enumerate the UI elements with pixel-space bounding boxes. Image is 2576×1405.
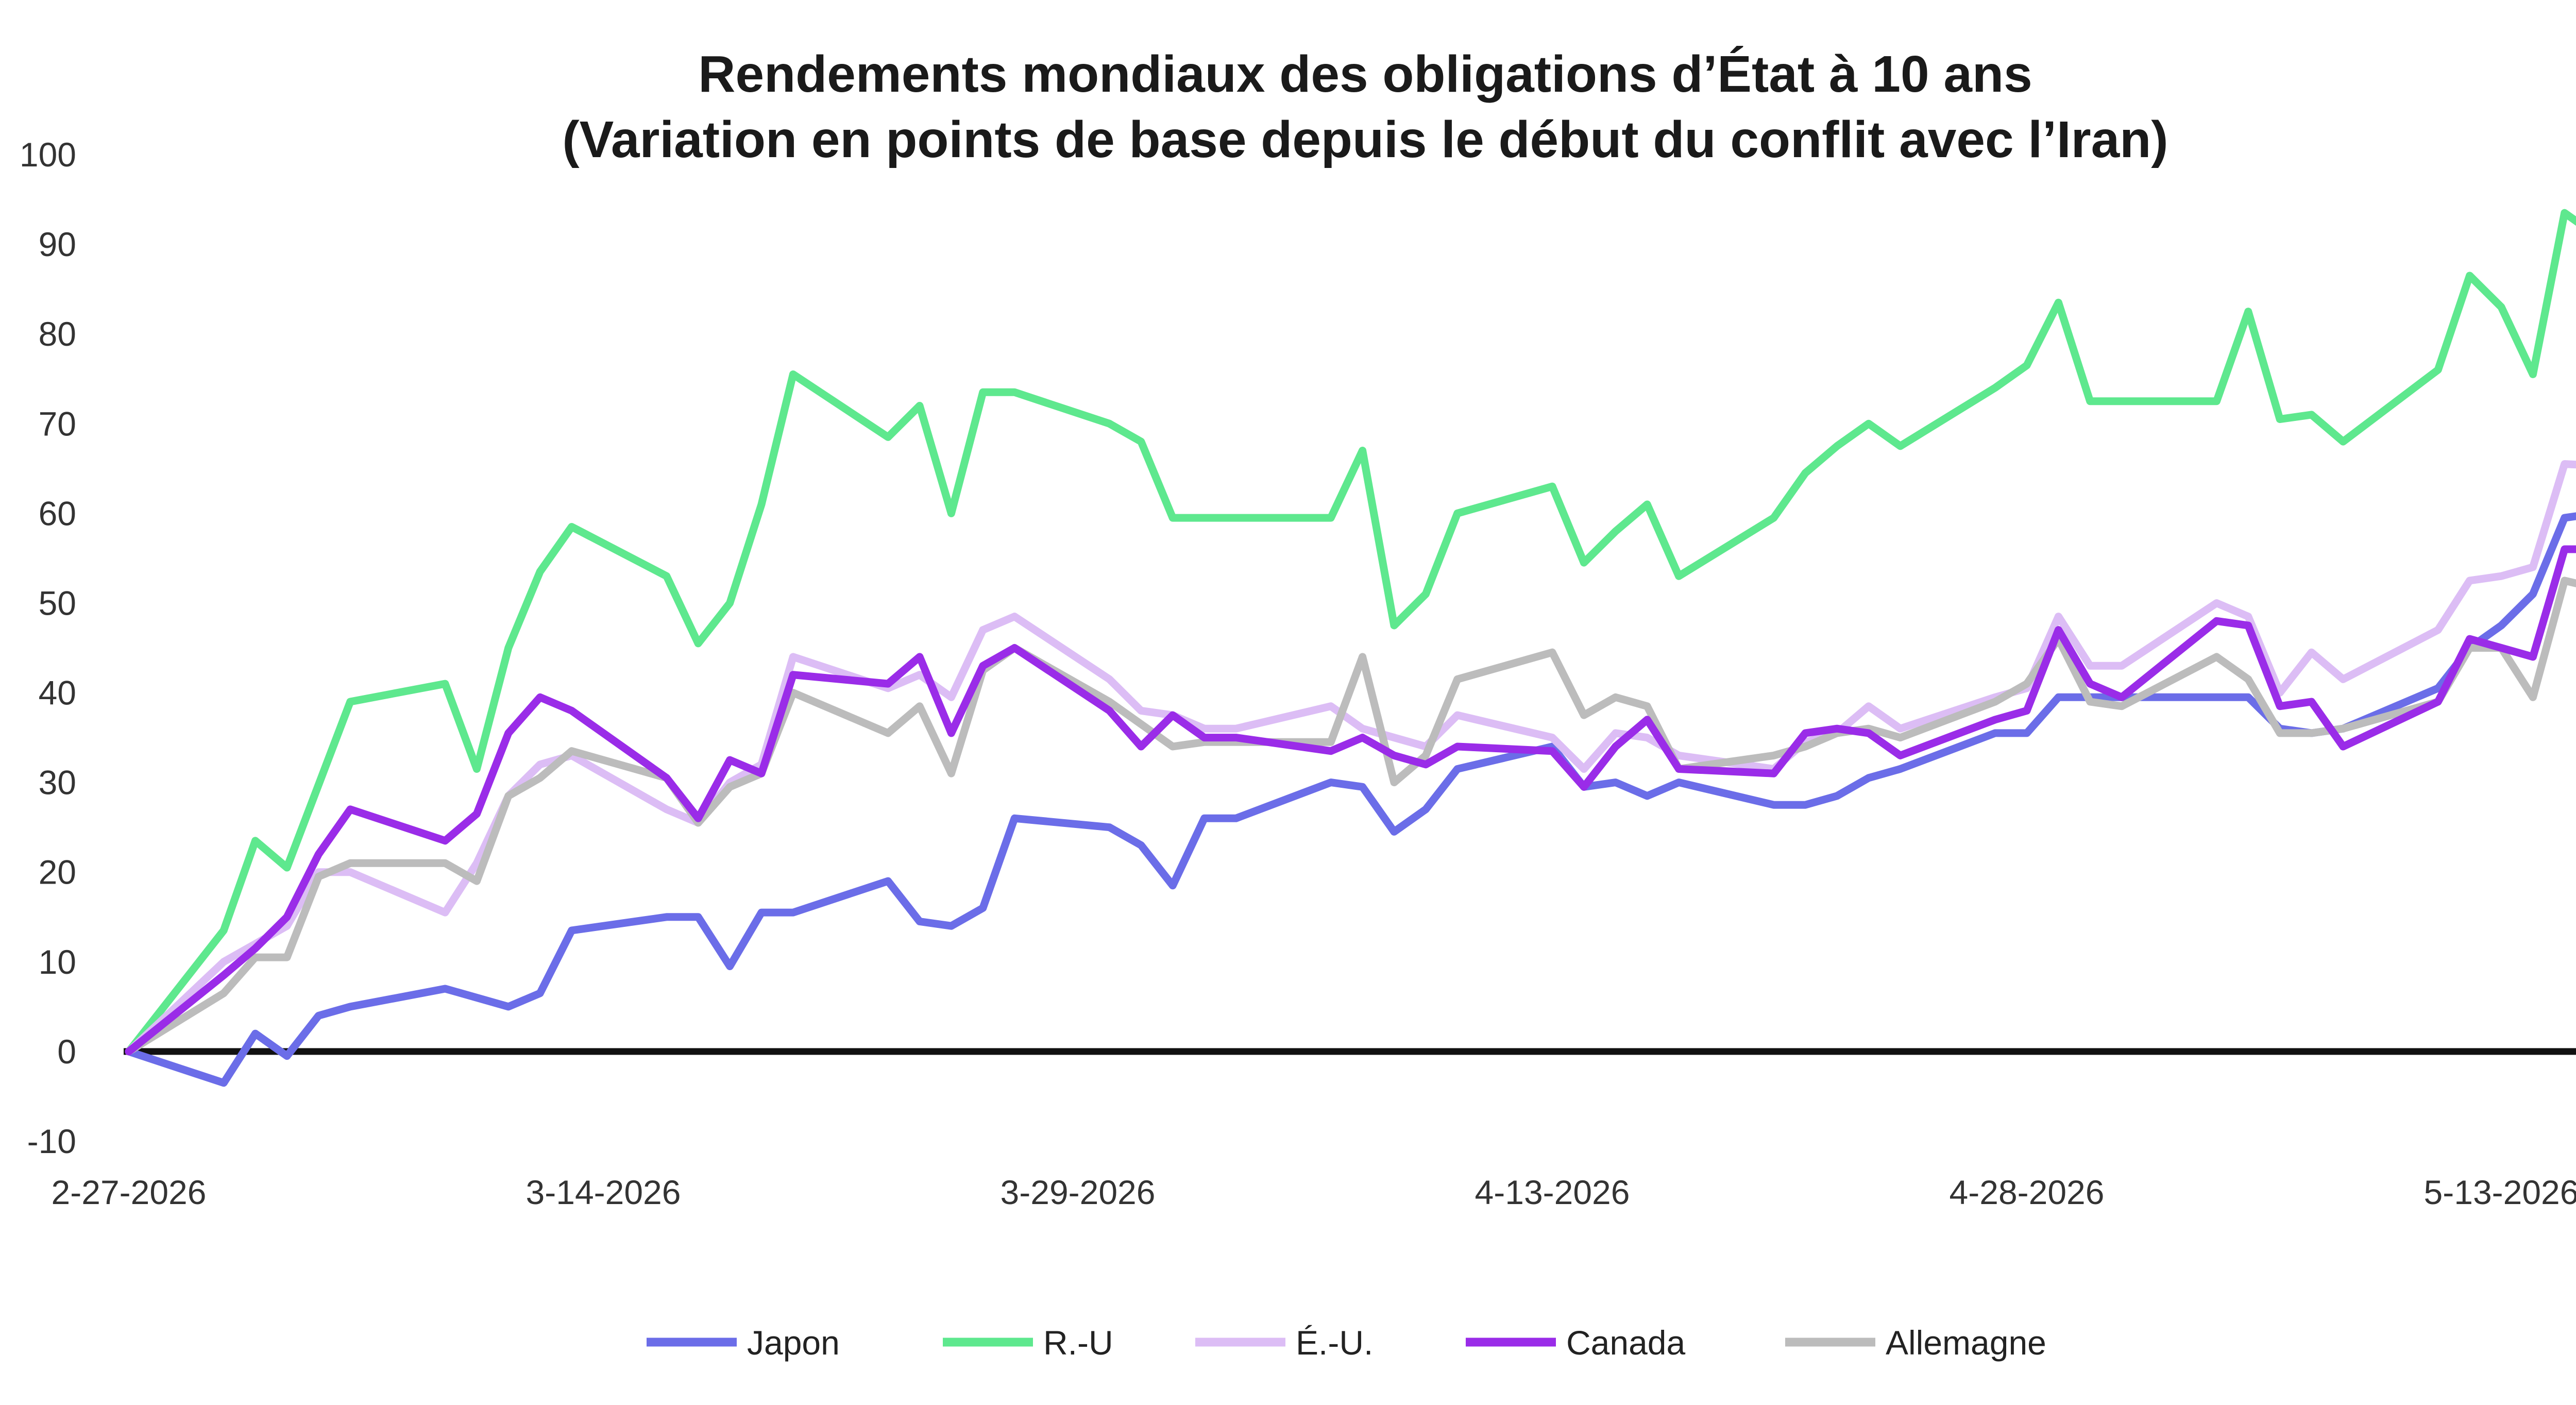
x-tick-label: 4-28-2026 [1950, 1173, 2105, 1211]
x-tick-label: 4-13-2026 [1475, 1173, 1630, 1211]
y-axis-tick-labels: -10 0 10 20 30 40 50 60 70 80 90 100 [20, 136, 76, 1160]
x-tick-label: 2-27-2026 [52, 1173, 207, 1211]
chart-subtitle: (Variation en points de base depuis le d… [562, 111, 2168, 168]
x-tick-label: 3-14-2026 [526, 1173, 681, 1211]
legend: Japon R.-U É.-U. Canada Allemagne [647, 1324, 2046, 1362]
series-line-allemagne [125, 577, 2576, 1056]
x-tick-label: 5-13-2026 [2424, 1173, 2576, 1211]
legend-label: Japon [747, 1324, 840, 1362]
y-tick-label: 80 [39, 315, 76, 353]
y-tick-label: -10 [27, 1122, 76, 1160]
y-tick-label: 50 [39, 584, 76, 622]
y-tick-label: 60 [39, 494, 76, 532]
y-tick-label: 0 [57, 1032, 76, 1071]
series-line-r-u [125, 209, 2576, 1056]
y-tick-label: 100 [20, 136, 76, 174]
legend-label: Allemagne [1886, 1324, 2046, 1362]
legend-label: É.-U. [1296, 1324, 1373, 1362]
y-tick-label: 40 [39, 674, 76, 712]
y-tick-label: 10 [39, 943, 76, 981]
legend-label: Canada [1566, 1324, 1685, 1362]
x-axis-tick-labels: 2-27-2026 3-14-2026 3-29-2026 4-13-2026 4-28… [52, 1173, 2576, 1211]
y-tick-label: 20 [39, 853, 76, 891]
series-line-canada [125, 545, 2576, 1056]
legend-label: R.-U [1043, 1324, 1113, 1362]
x-tick-label: 3-29-2026 [1001, 1173, 1156, 1211]
series-lines [125, 209, 2576, 1087]
y-tick-label: 90 [39, 225, 76, 263]
y-tick-label: 30 [39, 764, 76, 802]
y-tick-label: 70 [39, 404, 76, 443]
chart-title: Rendements mondiaux des obligations d’Ét… [698, 45, 2032, 103]
